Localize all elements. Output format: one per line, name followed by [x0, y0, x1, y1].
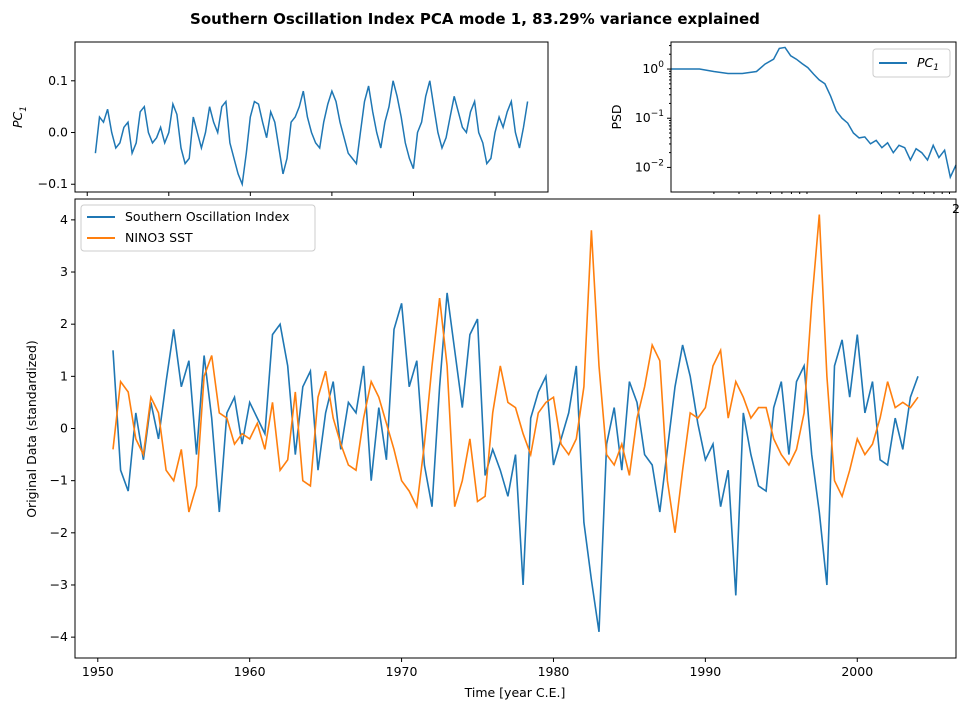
pc-timeseries-ytick-label: −0.1: [38, 176, 68, 191]
pc-psd-plot: [671, 46, 957, 180]
pc-timeseries-line: [94, 80, 529, 188]
pc-psd-ytick-label: 10−1: [635, 109, 664, 125]
pc-psd-ytick-label: 10−2: [635, 158, 664, 174]
original-data-yticks: −4 −3 −2 −1 0 1 2 3 4: [50, 212, 75, 644]
original-data-legend-box: [80, 204, 316, 252]
original-data-ytick-label: 1: [60, 368, 68, 383]
pc-timeseries-frame: [74, 41, 549, 193]
pc-psd-ylabel: PSD: [609, 104, 624, 129]
pc-timeseries-panel: −0.1 0.0 0.1 PC1: [10, 41, 549, 196]
original-data-plot: [112, 214, 919, 633]
pc-timeseries-plot: [94, 80, 529, 188]
soi-line: [112, 292, 919, 633]
original-data-xlabel: Time [year C.E.]: [464, 685, 566, 700]
original-data-ytick-label: −3: [50, 577, 68, 592]
pc-timeseries-yticks: −0.1 0.0 0.1: [38, 73, 75, 191]
original-data-legend: Southern Oscillation Index NINO3 SST: [80, 204, 316, 252]
original-data-ylabel: Original Data (standardized): [24, 340, 39, 518]
pc-psd-xticks: [713, 192, 950, 194]
legend-label-soi: Southern Oscillation Index: [125, 209, 289, 224]
original-data-xticks: 1950 1960 1970 1980 1990 2000: [82, 658, 873, 679]
original-data-xtick-label: 1990: [689, 664, 721, 679]
original-data-ytick-label: 4: [60, 212, 68, 227]
original-data-ytick-label: −4: [50, 629, 68, 644]
pc-timeseries-xticks: [86, 192, 496, 196]
original-data-xtick-label: 1980: [538, 664, 570, 679]
legend-label-nino3: NINO3 SST: [125, 230, 193, 245]
pc-psd-frame: [670, 41, 957, 193]
original-data-ytick-label: 0: [60, 421, 68, 436]
figure-title: Southern Oscillation Index PCA mode 1, 8…: [190, 10, 760, 28]
pc-psd-legend: PC1: [872, 48, 951, 78]
original-data-ytick-label: −1: [50, 473, 68, 488]
original-data-xtick-label: 1950: [82, 664, 114, 679]
original-data-xtick-label: 2000: [841, 664, 873, 679]
original-data-xtick-label: 1970: [386, 664, 418, 679]
pc-psd-legend-label: PC1: [917, 55, 939, 73]
pc-timeseries-ylabel: PC1: [10, 106, 29, 128]
original-data-ytick-label: 3: [60, 264, 68, 279]
original-data-ytick-label: 2: [60, 316, 68, 331]
pc-timeseries-ytick-label: 0.1: [48, 73, 68, 88]
original-data-frame: [74, 198, 957, 659]
pc-psd-yticks: 100 10−1 10−2: [635, 45, 671, 174]
pc-psd-legend-box: [872, 48, 951, 78]
pc-psd-line: [671, 46, 957, 180]
original-data-ytick-label: −2: [50, 525, 68, 540]
nino3-line: [112, 214, 919, 533]
original-data-panel: −4 −3 −2 −1 0 1 2 3 4 1950 1960 1970 1980 1990 2000 T…: [24, 198, 957, 700]
pc-timeseries-ytick-label: 0.0: [48, 125, 68, 140]
original-data-xtick-label: 1960: [234, 664, 266, 679]
pc-psd-ytick-label: 100: [642, 60, 664, 76]
